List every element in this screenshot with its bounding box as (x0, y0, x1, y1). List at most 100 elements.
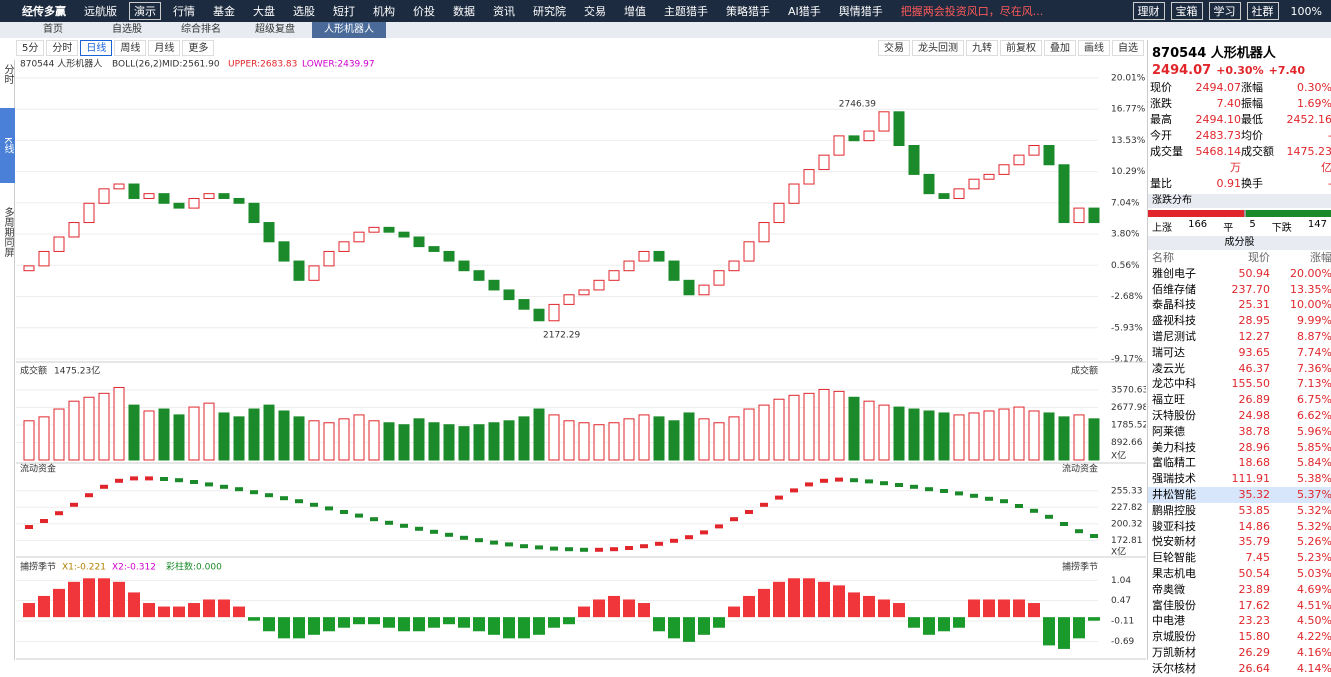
menu-item[interactable]: 数据 (453, 5, 475, 18)
menu-item[interactable]: 价投 (413, 5, 435, 18)
constituent-row[interactable]: 阿莱德 38.78 5.96% (1148, 424, 1331, 440)
top-button[interactable]: 宝箱 (1170, 2, 1203, 20)
period[interactable]: 周线 (114, 40, 147, 56)
candle (503, 289, 515, 301)
constituent-row[interactable]: 巨轮智能 7.45 5.23% (1148, 550, 1331, 566)
flow-dot (805, 482, 813, 487)
flow-dot (295, 499, 303, 504)
constituent-row[interactable]: 富临精工 18.68 5.84% (1148, 455, 1331, 471)
cell: 富临精工 (1152, 456, 1196, 470)
side-tab[interactable]: 分时 (2, 64, 13, 84)
unit: X亿 (1111, 546, 1126, 558)
period[interactable]: 分时 (46, 40, 79, 56)
y-tick-label: 0.47 (1111, 596, 1131, 606)
candle (1013, 154, 1025, 166)
season-bar (233, 606, 245, 618)
volume-bar (53, 408, 65, 461)
tool[interactable]: 交易 (878, 40, 910, 56)
constituent-row[interactable]: 沃特股份 24.98 6.62% (1148, 408, 1331, 424)
period[interactable]: 月线 (148, 40, 181, 56)
menu-item[interactable]: 大盘 (253, 5, 275, 18)
constituent-row[interactable]: 帝奥微 23.89 4.69% (1148, 582, 1331, 598)
season-bar (128, 592, 140, 618)
candle (593, 279, 605, 291)
cell: 23.89 (1238, 582, 1271, 596)
constituent-row[interactable]: 强瑞技术 111.91 5.38% (1148, 471, 1331, 487)
side-tab[interactable]: K线 (0, 108, 15, 183)
season-bar (818, 581, 830, 618)
constituent-row[interactable]: 谱尼测试 12.27 8.87% (1148, 329, 1331, 345)
candle (848, 135, 860, 142)
flow-dot (640, 544, 648, 549)
constituent-row[interactable]: 雅创电子 50.94 20.00% (1148, 266, 1331, 282)
period[interactable]: 5分 (16, 40, 45, 56)
menu-item[interactable]: 机构 (373, 5, 395, 18)
constituent-row[interactable]: 瑞可达 93.65 7.74% (1148, 345, 1331, 361)
menu-item[interactable]: 资讯 (493, 5, 515, 18)
tab[interactable]: 人形机器人 (312, 22, 386, 38)
menu-item[interactable]: AI猎手 (788, 5, 821, 18)
constituent-row[interactable]: 万凯新材 26.29 4.16% (1148, 645, 1331, 661)
tool[interactable]: 九转 (966, 40, 998, 56)
menu-item[interactable]: 主题猎手 (664, 5, 708, 18)
candle (998, 164, 1010, 175)
period[interactable]: 日线 (80, 40, 113, 56)
flow-dot (40, 519, 48, 523)
tab[interactable]: 首页 (43, 24, 63, 35)
top-button[interactable]: 理财 (1132, 2, 1165, 20)
tab[interactable]: 自选股 (112, 24, 142, 35)
constituent-row[interactable]: 泰晶科技 25.31 10.00% (1148, 297, 1331, 313)
tool[interactable]: 龙头回测 (912, 40, 964, 56)
menu-item[interactable]: 交易 (584, 5, 606, 18)
constituent-row[interactable]: 京城股份 15.80 4.22% (1148, 629, 1331, 645)
candle (938, 193, 950, 199)
season-bar (863, 595, 875, 618)
constituent-row[interactable]: 悦安新材 35.79 5.26% (1148, 534, 1331, 550)
constituent-row[interactable]: 果志机电 50.54 5.03% (1148, 566, 1331, 582)
constituent-row[interactable]: 沃尔核材 26.64 4.14% (1148, 661, 1331, 677)
menu-item[interactable]: 研究院 (533, 5, 566, 18)
tab[interactable]: 综合排名 (181, 24, 221, 35)
menu-item[interactable]: 基金 (213, 5, 235, 18)
menu-item[interactable]: 短打 (333, 5, 355, 18)
top-button[interactable]: 社群 (1246, 2, 1279, 20)
tool[interactable]: 画线 (1078, 40, 1110, 56)
menu-item[interactable]: 舆情猎手 (838, 5, 883, 18)
volume-bar (923, 410, 935, 461)
constituent-row[interactable]: 富佳股份 17.62 4.51% (1148, 598, 1331, 614)
tool[interactable]: 前复权 (1000, 40, 1042, 56)
volume-bar (623, 418, 635, 461)
dist-row: 上涨 166 平 5 下跌 147 (1148, 219, 1331, 234)
top-button[interactable]: 学习 (1208, 2, 1241, 20)
constituent-row[interactable]: 美力科技 28.96 5.85% (1148, 440, 1331, 456)
cell: 25.31 (1238, 298, 1271, 312)
cell: 帝奥微 (1152, 582, 1185, 596)
constituent-row[interactable]: 凌云光 46.37 7.36% (1148, 361, 1331, 377)
constituent-row[interactable]: 中电港 23.23 4.50% (1148, 613, 1331, 629)
constituent-row[interactable]: 龙芯中科 155.50 7.13% (1148, 376, 1331, 392)
cell: 凌云光 (1152, 361, 1185, 375)
constituent-row[interactable]: 鹏鼎控股 53.85 5.32% (1148, 503, 1331, 519)
constituent-row[interactable]: 佰维存储 237.70 13.35% (1148, 282, 1331, 298)
banner[interactable]: 把握两会投资风口，尽在风... (900, 5, 1044, 18)
cell: 4.16% (1297, 645, 1331, 659)
side-tab[interactable]: 多周期同屏 (2, 207, 13, 257)
constituent-row[interactable]: 井松智能 35.32 5.37% (1148, 486, 1331, 503)
quote-cell: 量比 (1150, 177, 1172, 190)
menu-item[interactable]: 行情 (173, 5, 195, 18)
constituent-row[interactable]: 盛视科技 28.95 9.99% (1148, 313, 1331, 329)
constituent-row[interactable]: 福立旺 26.89 6.75% (1148, 392, 1331, 408)
menu-item[interactable]: 策略猎手 (726, 5, 770, 18)
tool[interactable]: 叠加 (1044, 40, 1076, 56)
tab[interactable]: 超级复盘 (255, 24, 295, 35)
menu-item[interactable]: 增值 (624, 5, 646, 18)
constituent-row[interactable]: 骏亚科技 14.86 5.32% (1148, 519, 1331, 535)
period[interactable]: 更多 (182, 40, 215, 56)
menu-item[interactable]: 选股 (293, 5, 315, 18)
cell: 瑞可达 (1152, 345, 1185, 359)
cell: 4.69% (1297, 582, 1331, 596)
flow-dot (25, 525, 33, 529)
flow-dot (460, 535, 468, 540)
season-bar (683, 617, 695, 642)
tool[interactable]: 自选 (1112, 40, 1144, 56)
